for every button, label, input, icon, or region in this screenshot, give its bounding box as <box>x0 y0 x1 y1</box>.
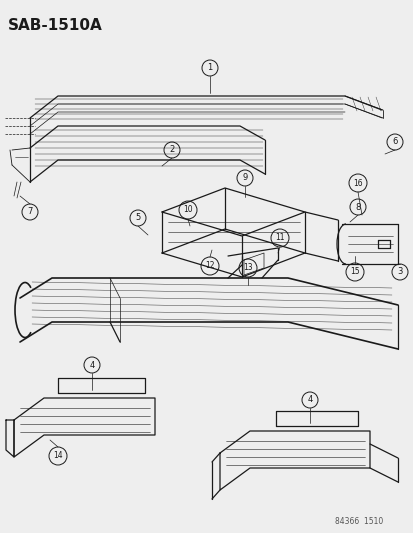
Text: 5: 5 <box>135 214 140 222</box>
Text: 6: 6 <box>392 138 397 147</box>
Text: 14: 14 <box>53 451 63 461</box>
Text: 13: 13 <box>242 263 252 272</box>
Text: 12: 12 <box>205 262 214 271</box>
Text: 10: 10 <box>183 206 192 214</box>
Text: 16: 16 <box>352 179 362 188</box>
Text: 8: 8 <box>354 203 360 212</box>
Text: 15: 15 <box>349 268 359 277</box>
Text: 7: 7 <box>27 207 33 216</box>
Text: 4: 4 <box>89 360 95 369</box>
Text: 84366  1510: 84366 1510 <box>334 517 382 526</box>
Text: 3: 3 <box>396 268 402 277</box>
Text: 11: 11 <box>275 233 284 243</box>
Text: 4: 4 <box>306 395 312 405</box>
Text: 9: 9 <box>242 174 247 182</box>
Text: 2: 2 <box>169 146 174 155</box>
Text: SAB-1510A: SAB-1510A <box>8 18 102 33</box>
Text: 1: 1 <box>207 63 212 72</box>
